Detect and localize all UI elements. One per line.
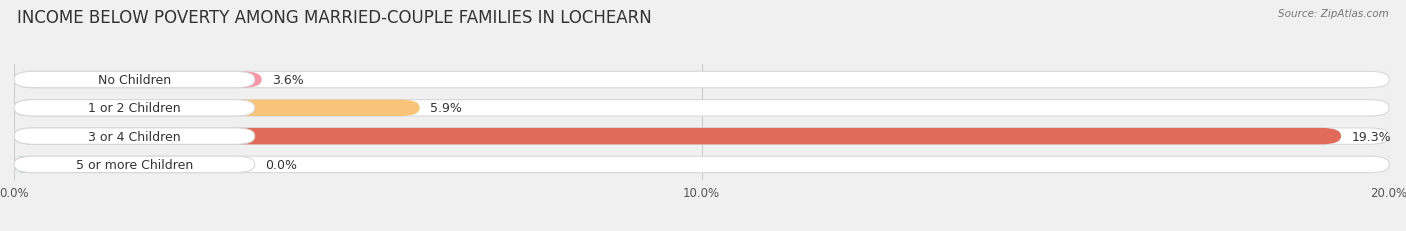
FancyBboxPatch shape (14, 100, 420, 116)
Text: 5.9%: 5.9% (430, 102, 463, 115)
FancyBboxPatch shape (14, 128, 1389, 145)
FancyBboxPatch shape (14, 157, 254, 173)
Text: Source: ZipAtlas.com: Source: ZipAtlas.com (1278, 9, 1389, 19)
FancyBboxPatch shape (14, 100, 254, 116)
Text: INCOME BELOW POVERTY AMONG MARRIED-COUPLE FAMILIES IN LOCHEARN: INCOME BELOW POVERTY AMONG MARRIED-COUPL… (17, 9, 651, 27)
FancyBboxPatch shape (14, 157, 1389, 173)
Text: 19.3%: 19.3% (1351, 130, 1391, 143)
FancyBboxPatch shape (14, 72, 262, 88)
FancyBboxPatch shape (14, 128, 254, 145)
Text: 3.6%: 3.6% (271, 74, 304, 87)
FancyBboxPatch shape (14, 72, 1389, 88)
FancyBboxPatch shape (14, 157, 31, 173)
Text: 5 or more Children: 5 or more Children (76, 158, 193, 171)
Text: 0.0%: 0.0% (264, 158, 297, 171)
Text: No Children: No Children (98, 74, 172, 87)
Text: 1 or 2 Children: 1 or 2 Children (89, 102, 181, 115)
FancyBboxPatch shape (14, 100, 1389, 116)
FancyBboxPatch shape (14, 128, 1341, 145)
FancyBboxPatch shape (14, 72, 254, 88)
Text: 3 or 4 Children: 3 or 4 Children (89, 130, 181, 143)
